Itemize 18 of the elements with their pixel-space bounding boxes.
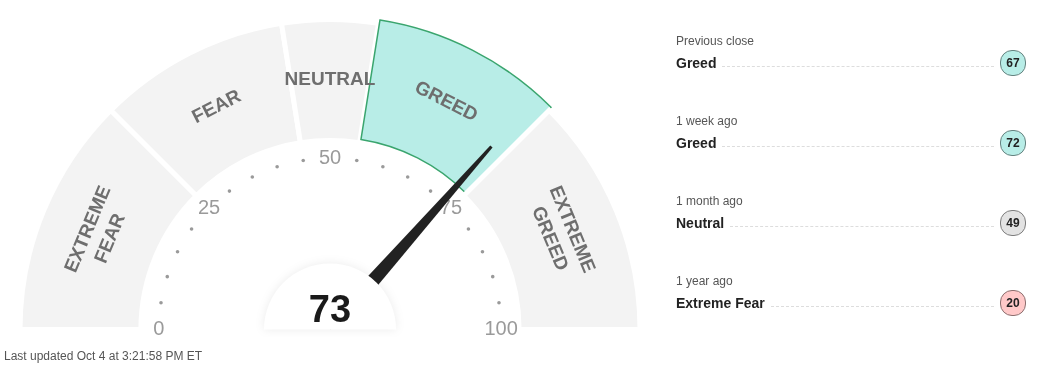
text: 67 xyxy=(1000,50,1026,76)
text: Neutral xyxy=(676,215,725,231)
text: 20 xyxy=(1000,290,1026,316)
text: 49 xyxy=(1000,210,1026,236)
text: 1 year ago xyxy=(676,274,734,288)
text: 50 xyxy=(318,145,342,168)
text: 72 xyxy=(1000,130,1026,156)
text: 73 xyxy=(308,287,352,330)
text: Last updated Oct 4 at 3:21:58 PM ET xyxy=(4,349,204,363)
text: Previous close xyxy=(676,34,756,48)
text: 25 xyxy=(197,196,221,219)
text: Extreme Fear xyxy=(676,295,765,311)
text: 1 week ago xyxy=(676,114,739,128)
text: Greed xyxy=(676,135,717,151)
text: Greed xyxy=(676,55,717,71)
text: 0 xyxy=(153,317,165,340)
text: 100 xyxy=(484,317,518,340)
text: 1 month ago xyxy=(676,194,744,208)
